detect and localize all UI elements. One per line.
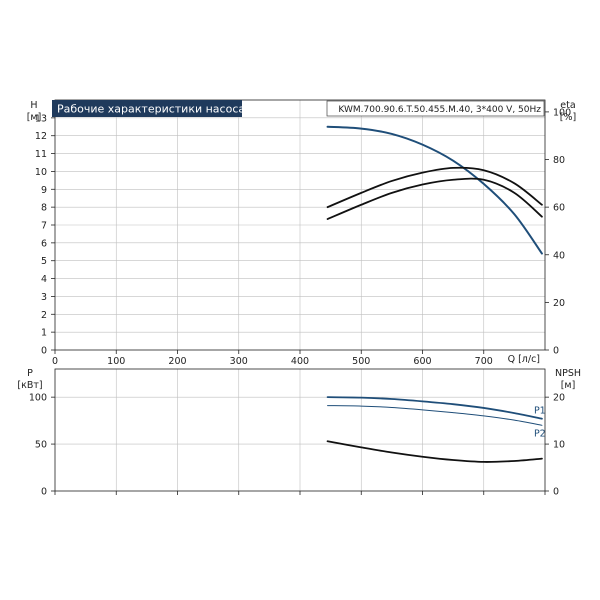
- chart-title-box: [52, 100, 242, 117]
- eta-axis-label: eta: [560, 100, 575, 111]
- left-tick-label: 6: [41, 238, 47, 249]
- right-tick-label: 0: [553, 487, 559, 498]
- curve-right-2: [326, 440, 543, 463]
- curve-label-p2: P2: [534, 428, 546, 439]
- right-tick-label: 0: [553, 346, 559, 357]
- left-tick-label: 1: [41, 328, 47, 339]
- right-tick-label: 100: [553, 107, 571, 118]
- right-tick-label: 80: [553, 155, 565, 166]
- right-tick-label: 20: [553, 298, 565, 309]
- eta-axis-unit: [%]: [560, 112, 576, 123]
- left-tick-label: 8: [41, 203, 47, 214]
- left-tick-label: 13: [35, 113, 47, 124]
- pump-info-box: [326, 100, 545, 117]
- left-tick-label: 4: [41, 274, 47, 285]
- right-tick-label: 10: [553, 440, 565, 451]
- left-tick-label: 50: [35, 440, 47, 451]
- left-tick-label: 100: [29, 393, 47, 404]
- x-tick-label: 700: [475, 356, 493, 367]
- npsh-axis-label: NPSH: [555, 368, 581, 379]
- left-tick-label: 10: [35, 167, 47, 178]
- head-grid: [55, 100, 545, 350]
- left-tick-label: 5: [41, 256, 47, 267]
- curve-left-0: [326, 125, 543, 255]
- curve-label-p1: P1: [534, 406, 546, 417]
- head-axis-unit: [м]: [27, 112, 42, 123]
- right-tick-label: 20: [553, 393, 565, 404]
- head-axis-label: H: [30, 100, 37, 111]
- x-tick-label: 600: [413, 356, 431, 367]
- curve-p2: [327, 405, 543, 426]
- left-tick-label: 0: [41, 346, 47, 357]
- head-efficiency-curves: [326, 125, 543, 255]
- npsh-axis-unit: [м]: [561, 380, 576, 391]
- x-tick-label: 500: [352, 356, 370, 367]
- curve-p1: [326, 396, 543, 420]
- left-tick-label: 11: [35, 149, 47, 160]
- power-axis-unit: [кВт]: [17, 380, 42, 391]
- left-tick-label: 2: [41, 310, 47, 321]
- right-tick-label: 40: [553, 250, 565, 261]
- x-tick-label: 400: [291, 356, 309, 367]
- pump-model-info: KWM.700.90.6.T.50.455.M.40, 3*400 V, 50H…: [338, 105, 541, 115]
- left-tick-label: 7: [41, 221, 47, 232]
- chart-title: Рабочие характеристики насоса: [57, 103, 245, 116]
- power-axis-ticks: 0 50 100 0 10 20: [29, 393, 565, 498]
- power-npsh-curves: P1 P2: [326, 396, 546, 463]
- power-grid: [55, 369, 545, 491]
- curve-right-2: [326, 177, 543, 220]
- left-tick-label: 0: [41, 487, 47, 498]
- curve-right-1: [326, 166, 543, 209]
- x-tick-label: 100: [107, 356, 125, 367]
- left-tick-label: 9: [41, 185, 47, 196]
- left-tick-label: 3: [41, 292, 47, 303]
- x-tick-label: 300: [230, 356, 248, 367]
- right-tick-label: 60: [553, 203, 565, 214]
- power-axis-label: P: [27, 368, 33, 379]
- left-tick-label: 12: [35, 131, 47, 142]
- x-tick-label: 200: [168, 356, 186, 367]
- x-tick-label: 0: [52, 356, 58, 367]
- flow-axis-label: Q [л/с]: [508, 354, 540, 365]
